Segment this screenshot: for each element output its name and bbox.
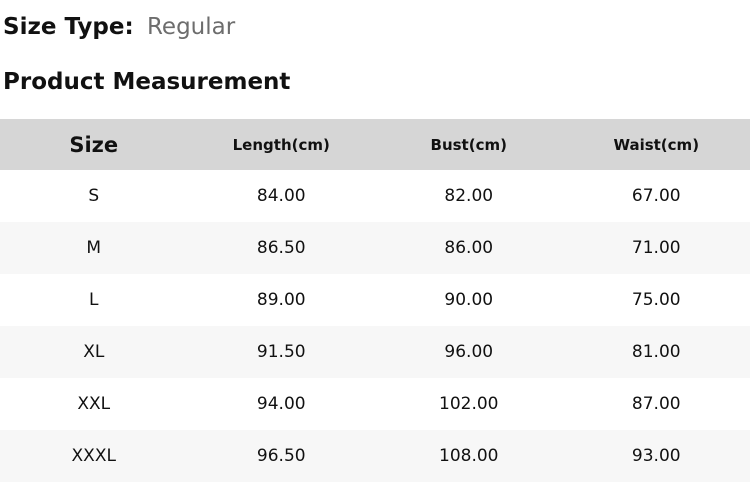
size-type-line: Size Type: Regular <box>3 13 750 41</box>
cell-bust: 108.00 <box>375 430 563 482</box>
cell-waist: 71.00 <box>563 222 750 274</box>
size-type-label: Size Type: <box>3 14 134 40</box>
cell-length: 89.00 <box>188 274 376 326</box>
cell-size: XL <box>0 326 188 378</box>
cell-bust: 96.00 <box>375 326 563 378</box>
cell-length: 86.50 <box>188 222 376 274</box>
header-length: Length(cm) <box>188 119 376 170</box>
cell-bust: 86.00 <box>375 222 563 274</box>
cell-size: M <box>0 222 188 274</box>
cell-length: 91.50 <box>188 326 376 378</box>
table-row: L 89.00 90.00 75.00 <box>0 274 750 326</box>
cell-length: 94.00 <box>188 378 376 430</box>
header-row: Size Length(cm) Bust(cm) Waist(cm) <box>0 119 750 170</box>
cell-waist: 75.00 <box>563 274 750 326</box>
table-row: S 84.00 82.00 67.00 <box>0 170 750 222</box>
table-row: XL 91.50 96.00 81.00 <box>0 326 750 378</box>
measurement-table-head: Size Length(cm) Bust(cm) Waist(cm) <box>0 119 750 170</box>
cell-size: XXXL <box>0 430 188 482</box>
table-row: M 86.50 86.00 71.00 <box>0 222 750 274</box>
cell-bust: 82.00 <box>375 170 563 222</box>
cell-waist: 81.00 <box>563 326 750 378</box>
cell-waist: 93.00 <box>563 430 750 482</box>
product-measurement-page: Size Type: Regular Product Measurement S… <box>0 13 750 482</box>
measurement-table: Size Length(cm) Bust(cm) Waist(cm) S 84.… <box>0 119 750 482</box>
cell-size: XXL <box>0 378 188 430</box>
cell-size: S <box>0 170 188 222</box>
cell-bust: 102.00 <box>375 378 563 430</box>
cell-waist: 87.00 <box>563 378 750 430</box>
cell-size: L <box>0 274 188 326</box>
product-measurement-title: Product Measurement <box>3 69 750 95</box>
table-row: XXL 94.00 102.00 87.00 <box>0 378 750 430</box>
cell-length: 96.50 <box>188 430 376 482</box>
cell-length: 84.00 <box>188 170 376 222</box>
size-type-value: Regular <box>147 14 235 40</box>
header-bust: Bust(cm) <box>375 119 563 170</box>
cell-waist: 67.00 <box>563 170 750 222</box>
header-size: Size <box>0 119 188 170</box>
measurement-table-body: S 84.00 82.00 67.00 M 86.50 86.00 71.00 … <box>0 170 750 482</box>
header-waist: Waist(cm) <box>563 119 750 170</box>
table-row: XXXL 96.50 108.00 93.00 <box>0 430 750 482</box>
cell-bust: 90.00 <box>375 274 563 326</box>
